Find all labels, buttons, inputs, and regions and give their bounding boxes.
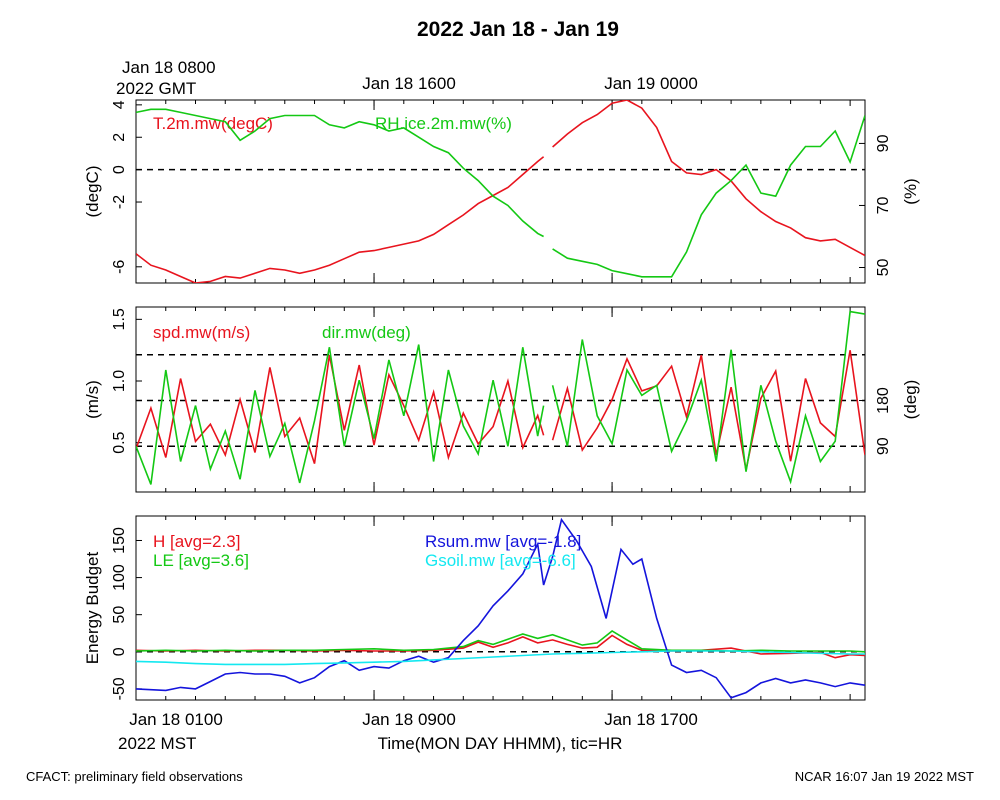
top-axis-label-0000: Jan 19 0000 [604,74,698,93]
wind-right-tick-label: 180 [875,387,892,414]
temp-rh-right-axis-label: (%) [901,178,920,204]
energy-frame [135,515,866,701]
chart-title: 2022 Jan 18 - Jan 19 [417,18,619,41]
series-line-le-avg-3-6 [136,630,865,653]
panel-energy-budget: 150 100 50 0 -50 Energy Budget H [avg=2.3]LE [… [83,515,866,701]
legend-gsoil-mw-avg-6-6: Gsoil.mw [avg=-6.6] [425,551,576,570]
panel-temperature-humidity: 4 2 0 -2 -6 (degC) 90 70 50 (%) T.2m.mw(degC) RH.ic… [83,99,920,284]
wind-right-tick-label: 90 [875,437,892,455]
energy-left-tick-label: 100 [111,564,128,591]
legend-rsum-mw-avg-1-8: Rsum.mw [avg=-1.8] [425,532,581,551]
series-line-rh-ice-2m-mw [136,108,544,238]
series-line-t-2m-mw-degc [552,100,865,257]
temp-rh-left-axis-label: (degC) [83,166,102,218]
energy-left-tick-label: -50 [111,677,128,700]
wind-right-axis-label: (deg) [901,380,920,420]
x-axis-title: Time(MON DAY HHMM), tic=HR [378,734,623,753]
wind-left-tick-label: 1.5 [111,308,128,330]
energy-left-axis-label: Energy Budget [83,551,102,664]
series-line-dir-mw-deg [136,344,545,485]
bottom-axis-label-1700: Jan 18 1700 [604,710,698,729]
legend-h-avg-2-3: H [avg=2.3] [153,532,240,551]
bottom-axis-label-0900: Jan 18 0900 [362,710,456,729]
series-line-rh-ice-2m-mw [552,115,865,278]
series-line-gsoil-mw-avg-6-6 [136,650,865,666]
legend-spd-mw-m-s: spd.mw(m/s) [153,323,250,342]
footer-right: NCAR 16:07 Jan 19 2022 MST [795,769,974,784]
series-line-dir-mw-deg [551,310,865,485]
temp-rh-right-tick-label: 70 [875,196,892,214]
bottom-axis-tz-label: 2022 MST [118,734,196,753]
temp-rh-right-tick-label: 90 [875,134,892,152]
energy-left-tick-label: 0 [111,647,128,656]
legend-rh-ice-2m-mw: RH.ice.2m.mw(%) [375,114,512,133]
temp-rh-left-tick-label: 4 [111,100,128,109]
top-axis-start-label-1: Jan 18 0800 [122,58,216,77]
temp-rh-left-tick-label: -6 [111,260,128,274]
temp-rh-frame [135,99,866,284]
wind-left-tick-label: 1.0 [111,370,128,392]
series-line-spd-mw-m-s [551,350,865,470]
wind-left-axis-label: (m/s) [83,380,102,419]
series-line-h-avg-2-3 [136,634,865,659]
wind-frame [135,306,866,493]
panel-wind: 1.5 1.0 0.5 (m/s) 180 90 (deg) spd.mw(m/s) dir.m… [83,306,920,493]
bottom-axis-label-0100: Jan 18 0100 [129,710,223,729]
top-axis-label-1600: Jan 18 1600 [362,74,456,93]
series-line-spd-mw-m-s [136,354,545,464]
temp-rh-right-tick-label: 50 [875,258,892,276]
series-line-t-2m-mw-degc [136,156,545,283]
energy-left-tick-label: 50 [111,606,128,624]
wind-left-tick-label: 0.5 [111,431,128,453]
temp-rh-left-tick-label: 2 [111,133,128,142]
footer-left: CFACT: preliminary field observations [26,769,243,784]
legend-le-avg-3-6: LE [avg=3.6] [153,551,249,570]
legend-t-2m-mw-degc: T.2m.mw(degC) [153,114,273,133]
series-line-rsum-mw-avg-1-8 [136,517,865,699]
energy-left-tick-label: 150 [111,527,128,554]
legend-dir-mw-deg: dir.mw(deg) [322,323,411,342]
top-axis-start-label-2: 2022 GMT [116,79,196,98]
temp-rh-left-tick-label: 0 [111,165,128,174]
temp-rh-left-tick-label: -2 [111,195,128,209]
